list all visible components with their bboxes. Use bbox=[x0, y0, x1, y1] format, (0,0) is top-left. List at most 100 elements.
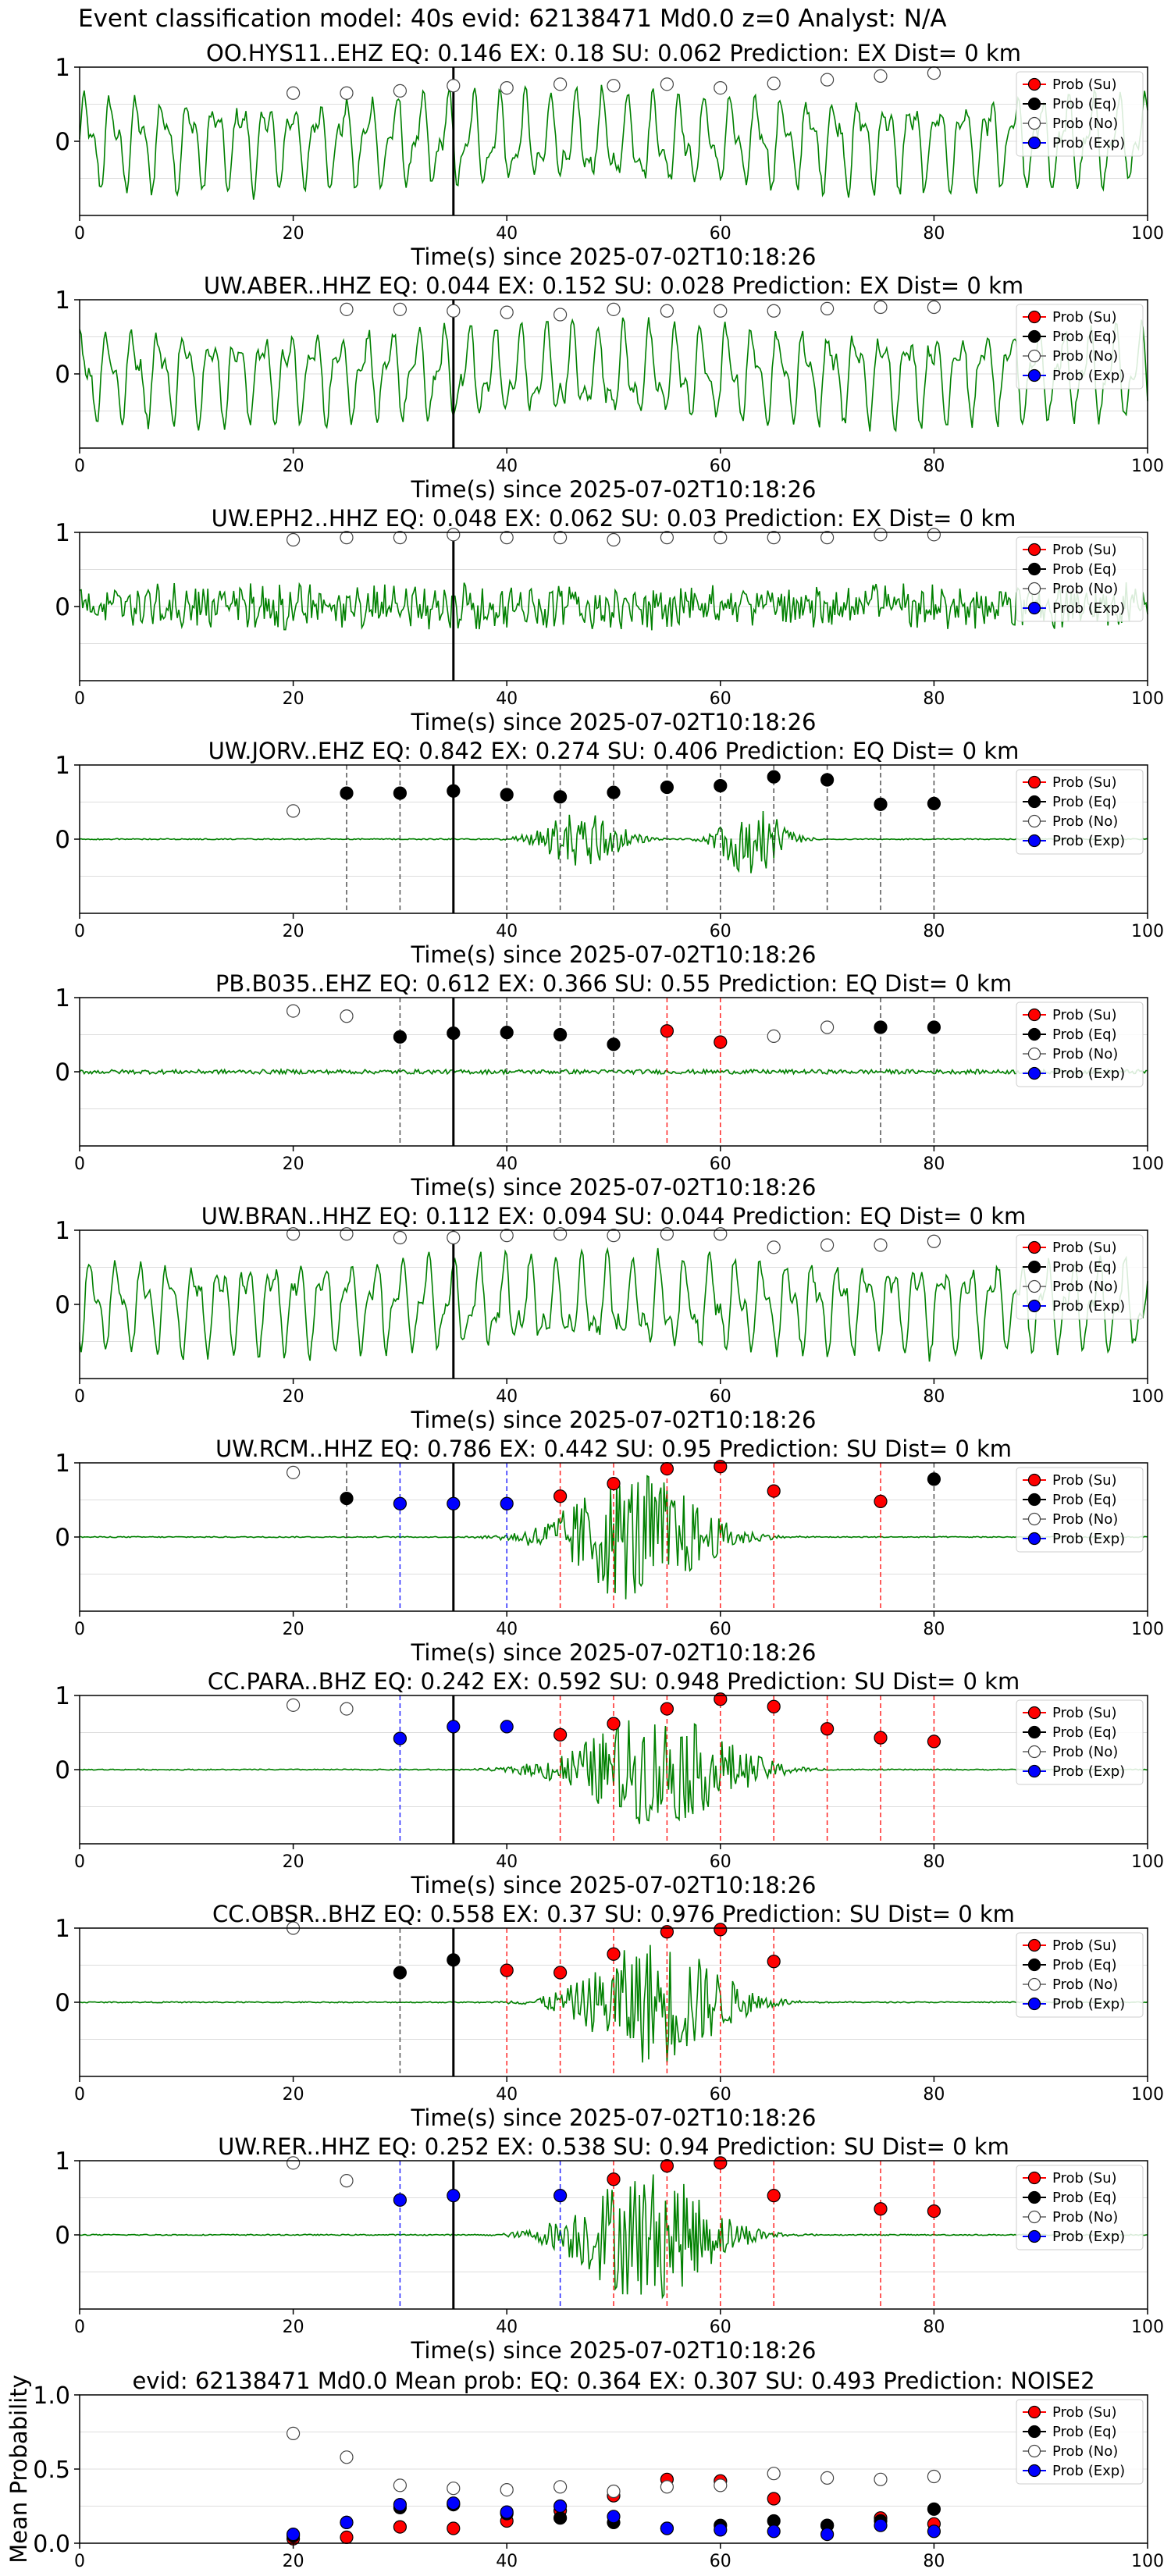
prob-point-no bbox=[820, 73, 835, 87]
legend-label: Prob (Eq) bbox=[1052, 96, 1117, 112]
legend-label: Prob (Eq) bbox=[1052, 329, 1117, 345]
prob-point-no bbox=[500, 305, 514, 319]
prob-point-no bbox=[874, 2472, 888, 2486]
y-axis-label: Mean Probability bbox=[5, 2375, 32, 2564]
subplot-title: UW.EPH2..HHZ EQ: 0.048 EX: 0.062 SU: 0.0… bbox=[212, 505, 1016, 532]
legend-label: Prob (No) bbox=[1052, 1046, 1118, 1062]
x-tick-label: 40 bbox=[496, 689, 518, 709]
x-axis-label: Time(s) since 2025-07-02T10:18:26 bbox=[411, 941, 817, 968]
x-tick-label: 40 bbox=[496, 1387, 518, 1407]
x-tick-label: 40 bbox=[496, 457, 518, 476]
prob-point-su bbox=[767, 2189, 781, 2203]
legend-marker-exp bbox=[1027, 2229, 1041, 2243]
prob-point-exp bbox=[553, 2499, 568, 2514]
legend-label: Prob (Eq) bbox=[1052, 1026, 1117, 1043]
y-tick-label: 1 bbox=[55, 1217, 70, 1245]
x-tick-label: 100 bbox=[1131, 1155, 1164, 1174]
prob-point-no bbox=[500, 1229, 514, 1243]
prob-point-exp bbox=[447, 2189, 461, 2203]
prob-point-su bbox=[553, 1966, 568, 1980]
y-tick-label: 0 bbox=[55, 1524, 70, 1552]
waveform-trace bbox=[79, 582, 1148, 631]
legend-marker-eq bbox=[1027, 329, 1041, 343]
prob-point-eq bbox=[874, 797, 888, 811]
subplot-title: UW.BRAN..HHZ EQ: 0.112 EX: 0.094 SU: 0.0… bbox=[201, 1203, 1027, 1229]
legend-label: Prob (No) bbox=[1052, 348, 1118, 365]
prob-point-no bbox=[874, 69, 888, 84]
x-tick-label: 0 bbox=[74, 1620, 85, 1639]
legend-box bbox=[1016, 1467, 1144, 1553]
legend-label: Prob (No) bbox=[1052, 1976, 1118, 1993]
x-axis-label: Time(s) since 2025-07-02T10:18:26 bbox=[411, 1639, 817, 1666]
legend-marker-no bbox=[1027, 1279, 1041, 1293]
x-tick-label: 20 bbox=[283, 689, 304, 709]
legend-label: Prob (Su) bbox=[1052, 76, 1117, 93]
prob-point-no bbox=[340, 1702, 354, 1716]
prob-point-no bbox=[660, 2480, 674, 2494]
x-tick-label: 80 bbox=[923, 457, 945, 476]
legend-marker-no bbox=[1027, 1512, 1041, 1526]
y-tick-label: 0 bbox=[55, 2222, 70, 2250]
prob-point-exp bbox=[447, 1496, 461, 1510]
prob-point-su bbox=[607, 1717, 621, 1731]
prob-point-no bbox=[287, 1227, 301, 1241]
prob-point-eq bbox=[927, 2502, 941, 2516]
prob-point-su bbox=[393, 2520, 408, 2534]
waveform-trace bbox=[79, 84, 1148, 200]
prob-point-no bbox=[820, 1238, 835, 1252]
prob-point-no bbox=[714, 1227, 728, 1241]
subplot-7: 0 20 40 60 80 100 0 1 CC.PARA..BHZ EQ: 0.242 EX:… bbox=[55, 1668, 1164, 1898]
x-tick-label: 80 bbox=[923, 2552, 945, 2571]
legend: Prob (Su) Prob (Eq) Prob (No) Prob (Exp) bbox=[1016, 2165, 1144, 2250]
prob-point-su bbox=[714, 1923, 728, 1937]
legend-marker-eq bbox=[1027, 97, 1041, 111]
legend-label: Prob (Su) bbox=[1052, 1705, 1117, 1721]
x-tick-label: 20 bbox=[283, 1155, 304, 1174]
prob-point-no bbox=[287, 1465, 301, 1479]
prob-point-eq bbox=[393, 786, 408, 800]
legend-label: Prob (Su) bbox=[1052, 309, 1117, 326]
prob-point-su bbox=[660, 1925, 674, 1939]
legend-marker-eq bbox=[1027, 2190, 1041, 2204]
prob-point-no bbox=[287, 1698, 301, 1712]
legend-label: Prob (Exp) bbox=[1052, 833, 1125, 849]
prob-point-su bbox=[660, 1024, 674, 1038]
x-tick-label: 80 bbox=[923, 2085, 945, 2105]
y-tick-label: 0 bbox=[55, 1756, 70, 1784]
prob-point-no bbox=[767, 1029, 781, 1044]
x-tick-label: 20 bbox=[283, 2085, 304, 2105]
legend-box bbox=[1016, 1002, 1144, 1087]
prob-point-no bbox=[820, 2471, 835, 2485]
legend-marker-su bbox=[1027, 1240, 1041, 1254]
x-tick-label: 60 bbox=[710, 1155, 731, 1174]
legend: Prob (Su) Prob (Eq) Prob (No) Prob (Exp) bbox=[1016, 1932, 1144, 2018]
x-tick-label: 100 bbox=[1131, 689, 1164, 709]
prob-point-exp bbox=[287, 2528, 301, 2542]
legend-box bbox=[1016, 1699, 1144, 1785]
x-tick-label: 60 bbox=[710, 2552, 731, 2571]
legend-marker-su bbox=[1027, 775, 1041, 789]
x-tick-label: 60 bbox=[710, 2318, 731, 2337]
prob-point-no bbox=[927, 528, 941, 542]
y-tick-label: 1 bbox=[55, 519, 70, 547]
subplot-title: UW.RCM..HHZ EQ: 0.786 EX: 0.442 SU: 0.95… bbox=[215, 1436, 1012, 1462]
legend: Prob (Su) Prob (Eq) Prob (No) Prob (Exp) bbox=[1016, 1002, 1144, 1087]
prob-point-eq bbox=[927, 1020, 941, 1034]
prob-point-eq bbox=[607, 1037, 621, 1051]
y-tick-label: 0.5 bbox=[33, 2457, 70, 2484]
legend-label: Prob (Su) bbox=[1052, 2170, 1117, 2186]
legend-marker-eq bbox=[1027, 1027, 1041, 1041]
x-tick-label: 60 bbox=[710, 1387, 731, 1407]
prob-point-exp bbox=[340, 2515, 354, 2529]
legend: Prob (Su) Prob (Eq) Prob (No) Prob (Exp) bbox=[1016, 769, 1144, 855]
legend-marker-no bbox=[1027, 2210, 1041, 2224]
x-tick-label: 40 bbox=[496, 2085, 518, 2105]
legend-marker-exp bbox=[1027, 1066, 1041, 1080]
prob-point-no bbox=[287, 532, 301, 547]
legend-marker-eq bbox=[1027, 1493, 1041, 1507]
x-tick-label: 60 bbox=[710, 1852, 731, 1872]
y-tick-label: 0 bbox=[55, 1059, 70, 1087]
x-tick-label: 100 bbox=[1131, 1387, 1164, 1407]
legend-label: Prob (No) bbox=[1052, 1744, 1118, 1760]
